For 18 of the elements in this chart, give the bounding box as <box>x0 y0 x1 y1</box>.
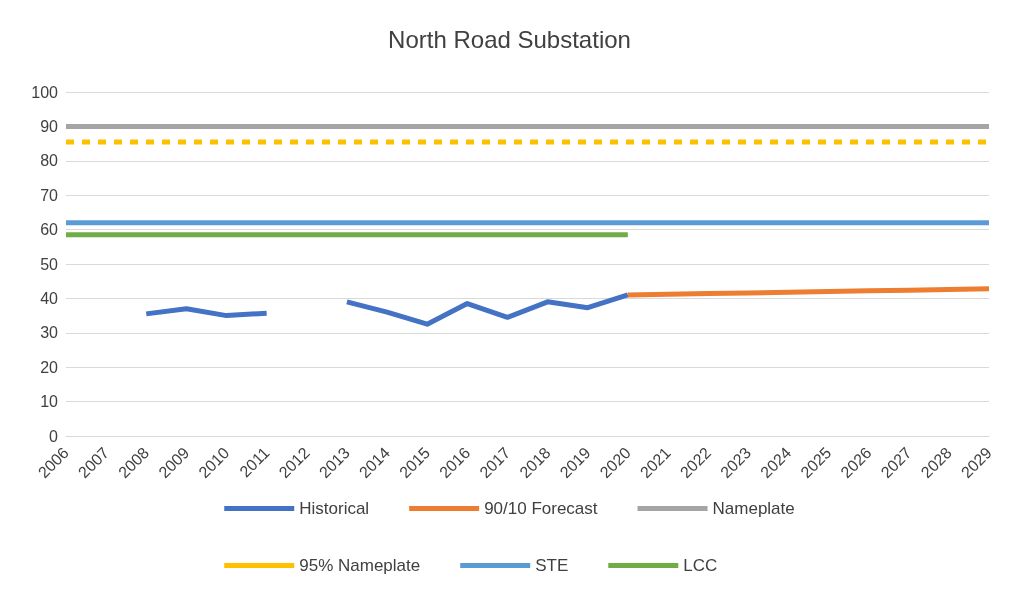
y-tick-label: 30 <box>40 324 59 342</box>
y-tick-label: 0 <box>49 427 59 445</box>
legend-label: STE <box>535 556 569 575</box>
legend-label: 95% Nameplate <box>299 556 421 575</box>
y-tick-label: 50 <box>40 255 59 273</box>
y-tick-label: 60 <box>40 221 59 239</box>
y-tick-label: 70 <box>40 186 59 204</box>
y-tick-label: 10 <box>40 393 59 411</box>
legend-label: 90/10 Forecast <box>484 499 598 518</box>
legend-label: Historical <box>299 499 370 518</box>
y-tick-label: 100 <box>31 83 59 101</box>
y-tick-label: 20 <box>40 358 59 376</box>
legend-label: Nameplate <box>712 499 795 518</box>
chart-title: North Road Substation <box>388 25 631 53</box>
y-tick-label: 40 <box>40 289 59 307</box>
y-tick-label: 90 <box>40 117 59 135</box>
legend-label: LCC <box>683 556 718 575</box>
y-tick-label: 80 <box>40 152 59 170</box>
